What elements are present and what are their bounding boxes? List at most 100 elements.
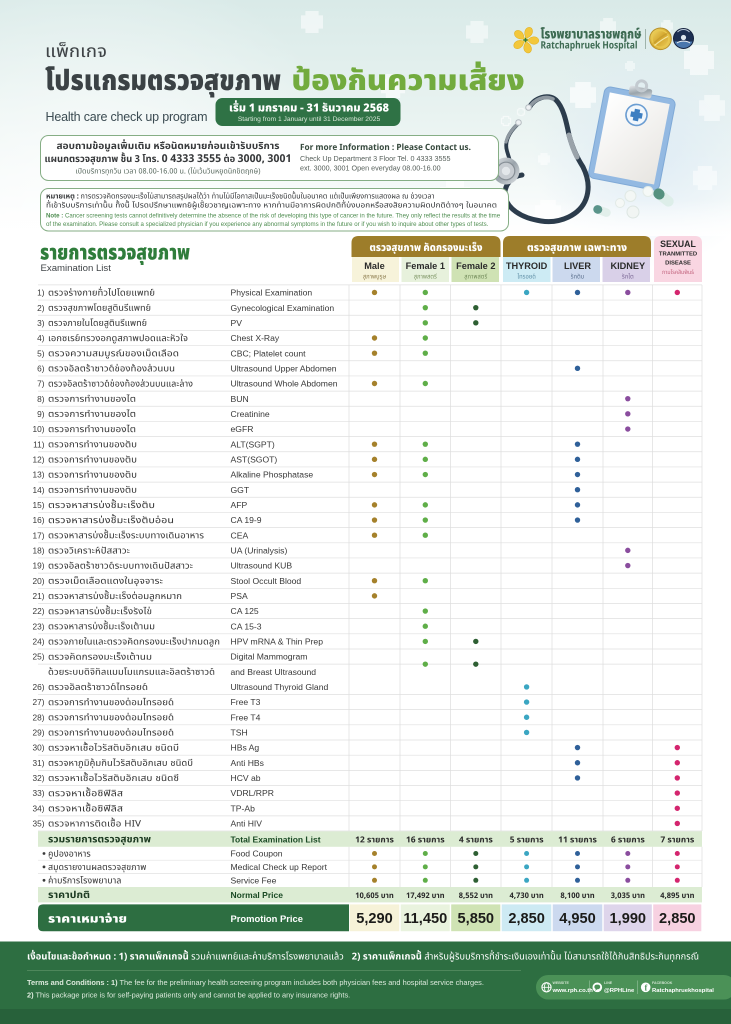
svg-text:CA 125: CA 125 bbox=[231, 606, 259, 616]
svg-text:17): 17) bbox=[33, 530, 45, 540]
svg-text:9): 9) bbox=[37, 409, 45, 419]
svg-text:Food Coupon: Food Coupon bbox=[231, 849, 283, 859]
svg-text:Anti HBs: Anti HBs bbox=[231, 758, 264, 768]
svg-text:14): 14) bbox=[33, 485, 45, 495]
svg-text:eGFR: eGFR bbox=[231, 424, 254, 434]
svg-text:HCV ab: HCV ab bbox=[231, 773, 261, 783]
svg-text:Terms and Conditions : 1) The: Terms and Conditions : 1) The fee for th… bbox=[27, 978, 484, 987]
svg-text:Total Examination List: Total Examination List bbox=[231, 834, 321, 844]
svg-text:CEA: CEA bbox=[231, 530, 249, 540]
svg-text:Free T4: Free T4 bbox=[231, 712, 261, 722]
svg-text:6): 6) bbox=[37, 363, 45, 373]
svg-text:Anti HIV: Anti HIV bbox=[231, 819, 263, 829]
svg-text:32): 32) bbox=[33, 773, 45, 783]
svg-text:7): 7) bbox=[37, 379, 45, 389]
svg-text:Ultrasound KUB: Ultrasound KUB bbox=[231, 561, 293, 571]
svg-text:Creatinine: Creatinine bbox=[231, 409, 270, 419]
svg-text:Gynecological Examination: Gynecological Examination bbox=[231, 303, 335, 313]
svg-text:HPV mRNA & Thin Prep: HPV mRNA & Thin Prep bbox=[231, 636, 324, 646]
svg-text:Chest X-Ray: Chest X-Ray bbox=[231, 333, 280, 343]
svg-text:13): 13) bbox=[33, 470, 45, 480]
svg-text:and Breast Ultrasound: and Breast Ultrasound bbox=[231, 667, 317, 677]
svg-text:CA 19-9: CA 19-9 bbox=[231, 515, 262, 525]
svg-text:HBs Ag: HBs Ag bbox=[231, 743, 260, 753]
svg-text:Female 2: Female 2 bbox=[456, 261, 495, 271]
svg-text:CA 15-3: CA 15-3 bbox=[231, 621, 262, 631]
svg-text:15): 15) bbox=[33, 500, 45, 510]
svg-text:1): 1) bbox=[37, 288, 45, 298]
svg-text:31): 31) bbox=[33, 758, 45, 768]
svg-text:4,950: 4,950 bbox=[559, 911, 596, 927]
svg-text:Ultrasound Upper Abdomen: Ultrasound Upper Abdomen bbox=[231, 363, 337, 373]
svg-text:Check Up Department 3 Floor T: Check Up Department 3 Floor Tel. 0 4333 … bbox=[300, 154, 451, 163]
svg-text:20): 20) bbox=[33, 576, 45, 586]
svg-text:@RPHLine: @RPHLine bbox=[604, 988, 635, 994]
svg-text:Service Fee: Service Fee bbox=[231, 875, 277, 885]
svg-text:2) This package price is for s: 2) This package price is for self-paying… bbox=[27, 991, 350, 1000]
svg-text:Ratchaphruekhospital: Ratchaphruekhospital bbox=[652, 988, 714, 994]
svg-text:TSH: TSH bbox=[231, 728, 248, 738]
svg-text:BUN: BUN bbox=[231, 394, 249, 404]
svg-text:5): 5) bbox=[37, 348, 45, 358]
svg-text:DISEASE: DISEASE bbox=[665, 261, 691, 267]
svg-text:34): 34) bbox=[33, 803, 45, 813]
svg-text:Health care check up program: Health care check up program bbox=[46, 110, 208, 124]
svg-text:of the examination. Please con: of the examination. Please consult a spe… bbox=[46, 221, 489, 228]
svg-text:16): 16) bbox=[33, 515, 45, 525]
svg-text:10): 10) bbox=[33, 424, 45, 434]
svg-text:11): 11) bbox=[33, 439, 45, 449]
svg-text:23): 23) bbox=[33, 621, 45, 631]
svg-text:LINE: LINE bbox=[604, 981, 613, 985]
svg-text:Digital Mammogram: Digital Mammogram bbox=[231, 652, 308, 662]
svg-text:AST(SGOT): AST(SGOT) bbox=[231, 454, 278, 464]
svg-text:Female 1: Female 1 bbox=[406, 261, 445, 271]
svg-text:29): 29) bbox=[33, 728, 45, 738]
svg-text:18): 18) bbox=[33, 545, 45, 555]
svg-text:SEXUAL: SEXUAL bbox=[660, 239, 696, 249]
svg-text:Physical Examination: Physical Examination bbox=[231, 288, 313, 298]
svg-text:2): 2) bbox=[37, 303, 45, 313]
svg-text:25): 25) bbox=[33, 652, 45, 662]
svg-text:2,850: 2,850 bbox=[659, 911, 696, 927]
svg-text:WEBSITE: WEBSITE bbox=[553, 981, 570, 985]
svg-text:FACEBOOK: FACEBOOK bbox=[652, 981, 673, 985]
svg-text:UA (Urinalysis): UA (Urinalysis) bbox=[231, 545, 288, 555]
svg-text:22): 22) bbox=[33, 606, 45, 616]
svg-text:Male: Male bbox=[364, 261, 384, 271]
svg-text:5,290: 5,290 bbox=[356, 911, 393, 927]
svg-text:27): 27) bbox=[33, 697, 45, 707]
svg-text:Note : Cancer screening tests: Note : Cancer screening tests cannot def… bbox=[46, 213, 501, 220]
svg-text:Free T3: Free T3 bbox=[231, 697, 261, 707]
svg-text:VDRL/RPR: VDRL/RPR bbox=[231, 788, 274, 798]
svg-text:www.rph.co.th: www.rph.co.th bbox=[552, 988, 594, 994]
svg-text:26): 26) bbox=[33, 682, 45, 692]
svg-text:24): 24) bbox=[33, 636, 45, 646]
svg-text:ext. 3000, 3001 Open everyday: ext. 3000, 3001 Open everyday 08.00-16.0… bbox=[300, 164, 441, 173]
svg-text:GGT: GGT bbox=[231, 485, 250, 495]
svg-text:Stool Occult Blood: Stool Occult Blood bbox=[231, 576, 302, 586]
svg-text:Medical Check up Report: Medical Check up Report bbox=[231, 862, 328, 872]
svg-text:11,450: 11,450 bbox=[403, 911, 447, 927]
svg-text:PV: PV bbox=[231, 318, 243, 328]
svg-text:30): 30) bbox=[33, 743, 45, 753]
svg-text:Ultrasound Thyroid Gland: Ultrasound Thyroid Gland bbox=[231, 682, 329, 692]
svg-text:33): 33) bbox=[33, 788, 45, 798]
svg-text:8): 8) bbox=[37, 394, 45, 404]
svg-text:PSA: PSA bbox=[231, 591, 248, 601]
svg-text:21): 21) bbox=[33, 591, 45, 601]
svg-text:35): 35) bbox=[33, 819, 45, 829]
svg-text:Starting from 1 January until: Starting from 1 January until 31 Decembe… bbox=[238, 116, 381, 123]
svg-text:2,850: 2,850 bbox=[508, 911, 545, 927]
svg-text:LIVER: LIVER bbox=[564, 261, 591, 271]
svg-text:5,850: 5,850 bbox=[458, 911, 495, 927]
svg-text:KIDNEY: KIDNEY bbox=[610, 261, 645, 271]
svg-text:4): 4) bbox=[37, 333, 45, 343]
svg-text:3): 3) bbox=[37, 318, 45, 328]
svg-text:AFP: AFP bbox=[231, 500, 248, 510]
svg-text:Promotion Price: Promotion Price bbox=[231, 913, 303, 924]
svg-text:12): 12) bbox=[33, 454, 45, 464]
svg-text:19): 19) bbox=[33, 561, 45, 571]
svg-text:CBC; Platelet count: CBC; Platelet count bbox=[231, 348, 307, 358]
svg-text:Alkaline Phosphatase: Alkaline Phosphatase bbox=[231, 470, 314, 480]
svg-text:THYROID: THYROID bbox=[506, 261, 548, 271]
